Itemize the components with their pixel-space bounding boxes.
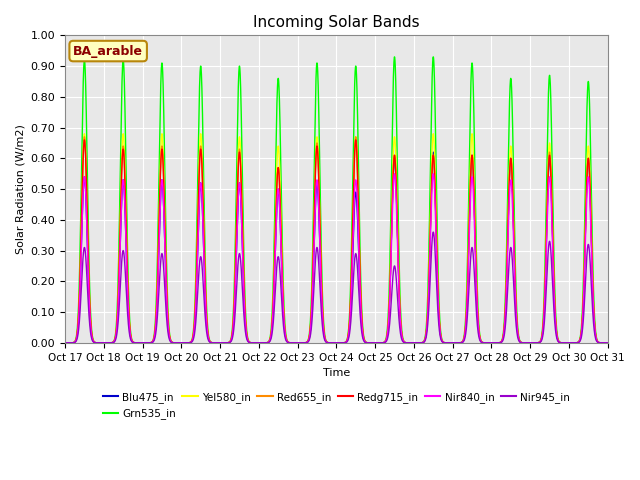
Blu475_in bbox=[428, 163, 436, 168]
Redg715_in bbox=[604, 340, 612, 346]
Redg715_in bbox=[324, 340, 332, 346]
Nir945_in bbox=[604, 340, 612, 346]
Redg715_in bbox=[428, 164, 436, 169]
Nir945_in bbox=[266, 338, 274, 344]
Line: Nir840_in: Nir840_in bbox=[65, 174, 608, 343]
Line: Grn535_in: Grn535_in bbox=[65, 57, 608, 343]
Blu475_in bbox=[429, 149, 437, 155]
Yel580_in bbox=[61, 340, 69, 346]
Redg715_in bbox=[61, 340, 69, 346]
Grn535_in bbox=[604, 340, 612, 346]
Nir945_in bbox=[90, 339, 97, 345]
Nir840_in bbox=[604, 340, 612, 346]
Line: Blu475_in: Blu475_in bbox=[65, 152, 608, 343]
Red655_in bbox=[324, 340, 332, 346]
Nir840_in bbox=[266, 337, 274, 343]
Y-axis label: Solar Radiation (W/m2): Solar Radiation (W/m2) bbox=[15, 124, 25, 254]
Red655_in bbox=[428, 164, 436, 169]
Grn535_in bbox=[204, 316, 211, 322]
Yel580_in bbox=[324, 340, 332, 346]
Nir840_in bbox=[204, 326, 211, 332]
Line: Redg715_in: Redg715_in bbox=[65, 140, 608, 343]
Grn535_in bbox=[266, 336, 274, 341]
Nir945_in bbox=[324, 340, 332, 346]
Red655_in bbox=[277, 222, 285, 228]
Line: Nir945_in: Nir945_in bbox=[65, 232, 608, 343]
Blu475_in bbox=[204, 326, 211, 332]
Nir840_in bbox=[61, 340, 69, 346]
Red655_in bbox=[90, 338, 97, 344]
Blu475_in bbox=[324, 340, 332, 346]
Grn535_in bbox=[277, 158, 285, 164]
Yel580_in bbox=[277, 207, 285, 213]
Yel580_in bbox=[428, 144, 436, 149]
Red655_in bbox=[604, 340, 612, 346]
Redg715_in bbox=[266, 337, 274, 343]
Grn535_in bbox=[90, 338, 97, 344]
Legend: Blu475_in, Grn535_in, Yel580_in, Red655_in, Redg715_in, Nir840_in, Nir945_in: Blu475_in, Grn535_in, Yel580_in, Red655_… bbox=[99, 388, 574, 423]
Nir945_in bbox=[61, 340, 69, 346]
Blu475_in bbox=[90, 338, 97, 344]
Grn535_in bbox=[428, 74, 436, 80]
Nir945_in bbox=[277, 281, 285, 287]
Red655_in bbox=[81, 134, 88, 140]
Red655_in bbox=[204, 324, 211, 330]
Redg715_in bbox=[277, 222, 285, 228]
Line: Yel580_in: Yel580_in bbox=[65, 134, 608, 343]
Yel580_in bbox=[204, 323, 211, 329]
Blu475_in bbox=[277, 234, 285, 240]
Yel580_in bbox=[604, 340, 612, 346]
Nir840_in bbox=[277, 234, 285, 240]
Yel580_in bbox=[266, 336, 274, 342]
Nir945_in bbox=[428, 237, 436, 243]
Nir945_in bbox=[429, 229, 437, 235]
Red655_in bbox=[61, 340, 69, 346]
Nir840_in bbox=[90, 338, 97, 344]
Grn535_in bbox=[324, 340, 332, 346]
Nir945_in bbox=[204, 333, 211, 338]
Line: Red655_in: Red655_in bbox=[65, 137, 608, 343]
Grn535_in bbox=[429, 54, 437, 60]
Nir840_in bbox=[428, 183, 436, 189]
Nir840_in bbox=[324, 340, 332, 346]
Nir840_in bbox=[429, 171, 437, 177]
Redg715_in bbox=[90, 338, 97, 344]
Text: BA_arable: BA_arable bbox=[73, 45, 143, 58]
Redg715_in bbox=[204, 324, 211, 330]
Yel580_in bbox=[81, 131, 88, 137]
Redg715_in bbox=[81, 137, 88, 143]
Red655_in bbox=[266, 337, 274, 343]
Title: Incoming Solar Bands: Incoming Solar Bands bbox=[253, 15, 420, 30]
Blu475_in bbox=[604, 340, 612, 346]
Blu475_in bbox=[266, 337, 274, 343]
Grn535_in bbox=[61, 340, 69, 346]
Yel580_in bbox=[90, 338, 97, 344]
X-axis label: Time: Time bbox=[323, 368, 350, 378]
Blu475_in bbox=[61, 340, 69, 346]
